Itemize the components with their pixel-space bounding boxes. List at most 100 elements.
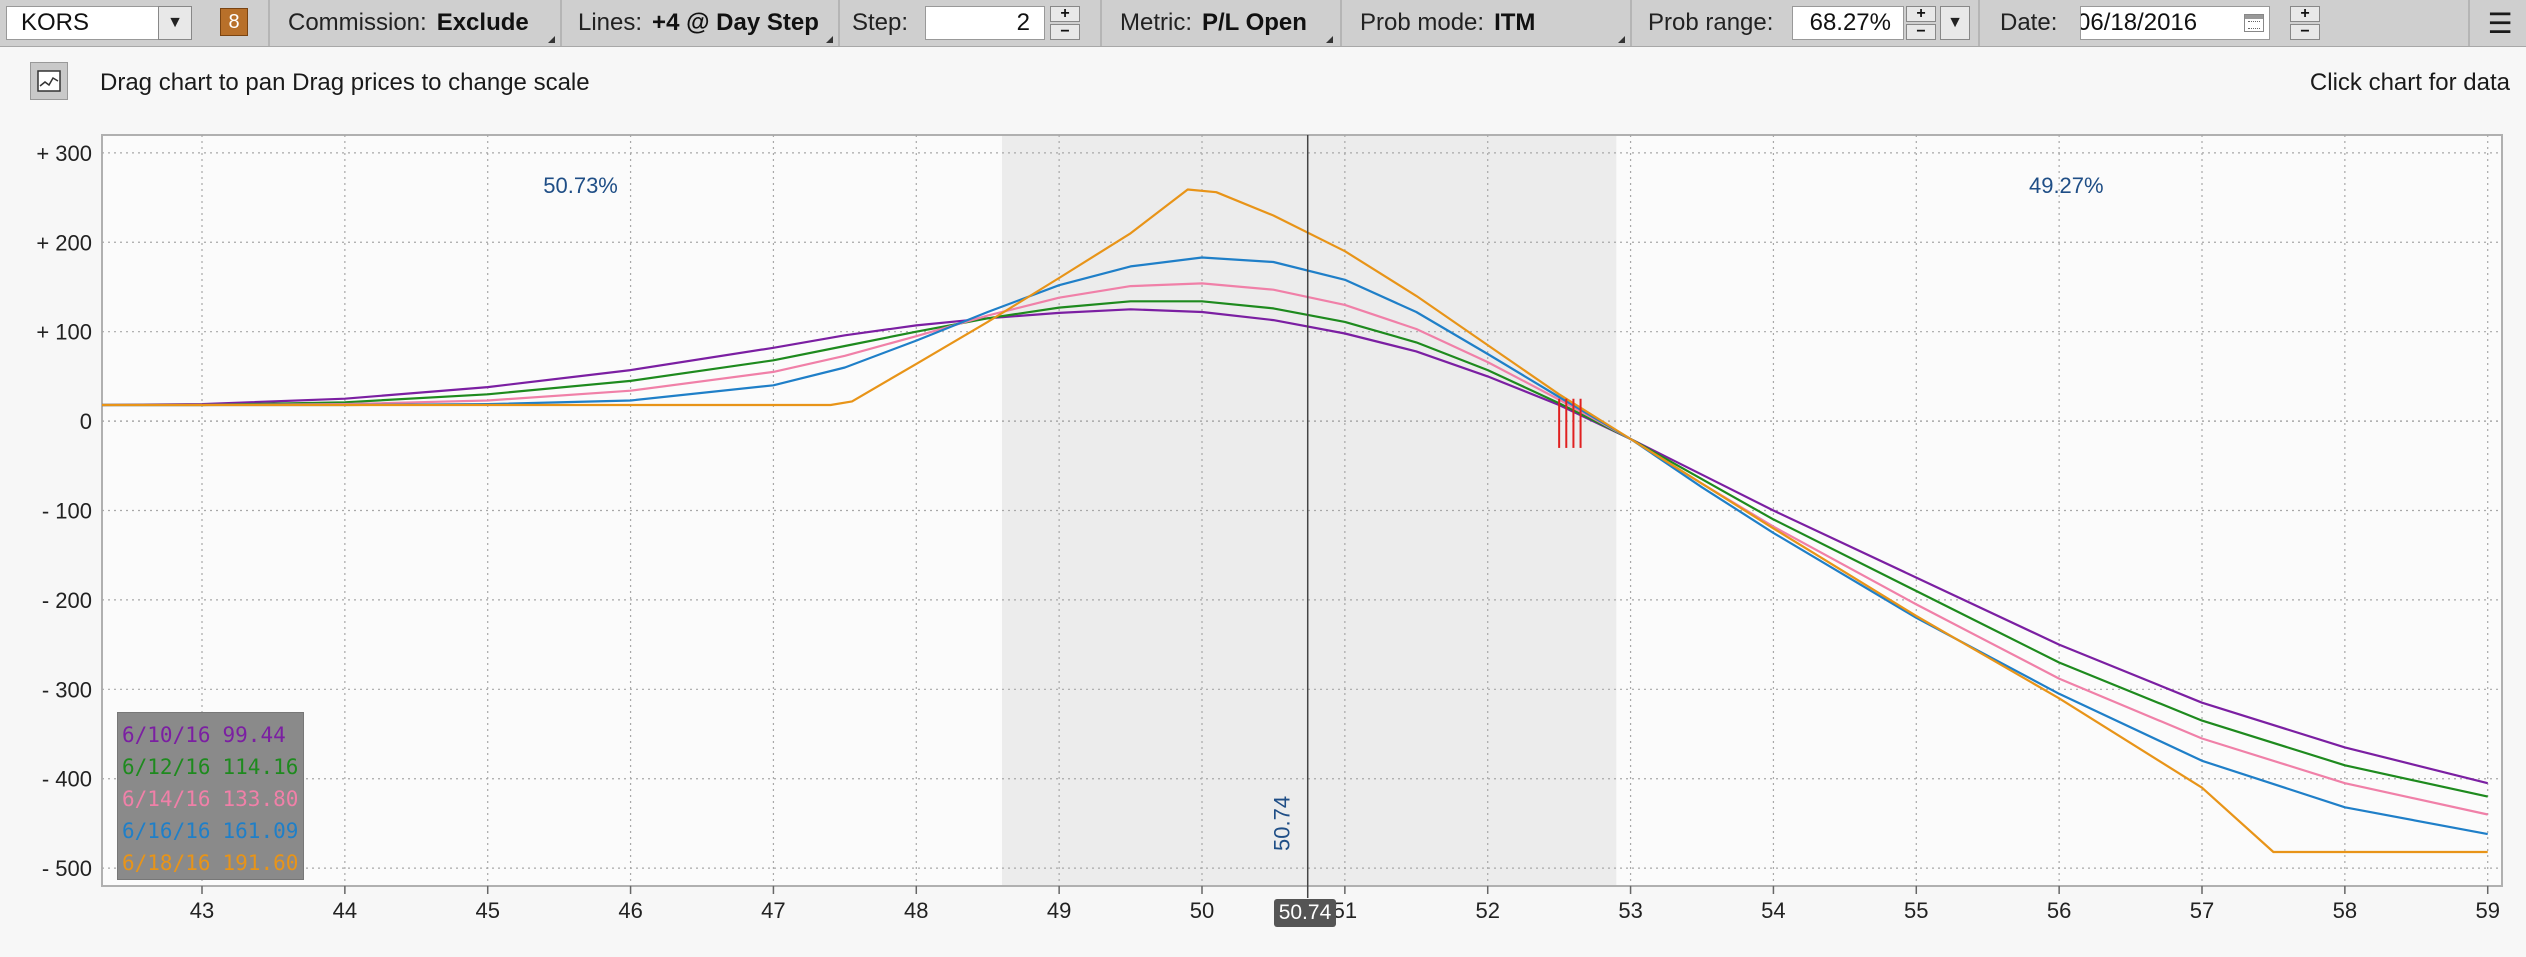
- prob-range-decrement-button[interactable]: −: [1906, 24, 1936, 40]
- commission-selector[interactable]: Commission: Exclude: [288, 0, 529, 46]
- y-tick-label: + 100: [36, 320, 92, 345]
- step-label: Step:: [852, 9, 909, 36]
- symbol-dropdown-button[interactable]: ▼: [158, 6, 192, 40]
- legend-date: 6/18/16: [122, 851, 211, 875]
- commission-value: Exclude: [436, 9, 529, 36]
- chart-canvas[interactable]: + 300 + 200 + 100 0 - 100 - 200 - 300 - 400 - 50…: [0, 127, 2526, 952]
- click-chart-hint[interactable]: Click chart for data: [2309, 69, 2510, 96]
- y-tick-label: + 200: [36, 230, 92, 255]
- toolbar-divider: [1340, 0, 1342, 46]
- legend-item: 6/14/16 133.80: [122, 783, 299, 815]
- x-tick-label: 55: [1904, 898, 1928, 923]
- current-price-marker: 50.74: [1273, 899, 1337, 927]
- x-tick-label: 59: [2475, 898, 2499, 923]
- toolbar-divider: [1100, 0, 1102, 46]
- step-increment-button[interactable]: +: [1050, 6, 1080, 22]
- y-tick-label: - 500: [42, 856, 92, 881]
- date-spinner: + −: [2290, 6, 2320, 40]
- prob-range-label: Prob range:: [1648, 9, 1774, 36]
- x-tick-label: 53: [1618, 898, 1642, 923]
- symbol-badge[interactable]: 8: [220, 8, 248, 36]
- toolbar-divider: [268, 0, 270, 46]
- prob-range-input[interactable]: 68.27%: [1792, 6, 1904, 40]
- metric-label: Metric:: [1120, 9, 1192, 36]
- x-tick-label: 49: [1047, 898, 1071, 923]
- menu-icon[interactable]: ☰: [2478, 0, 2522, 46]
- y-tick-label: - 200: [42, 588, 92, 613]
- legend-date: 6/10/16: [122, 723, 211, 747]
- x-tick-label: 46: [618, 898, 642, 923]
- chart-icon: [37, 70, 61, 92]
- y-tick-label: 0: [80, 409, 92, 434]
- date-control: Date:: [2000, 0, 2057, 46]
- toolbar-divider: [838, 0, 840, 46]
- dropdown-corner-icon: [826, 36, 833, 43]
- prob-mode-selector[interactable]: Prob mode: ITM: [1360, 0, 1535, 46]
- series-line-6-10-16: [101, 308, 2488, 785]
- info-bar: Drag chart to pan Drag prices to change …: [0, 47, 2526, 127]
- step-input[interactable]: 2: [925, 6, 1045, 40]
- risk-profile-chart[interactable]: + 300 + 200 + 100 0 - 100 - 200 - 300 - 400 - 50…: [0, 127, 2526, 952]
- prob-range-increment-button[interactable]: +: [1906, 6, 1936, 22]
- step-spinner: + −: [1050, 6, 1080, 40]
- date-decrement-button[interactable]: −: [2290, 24, 2320, 40]
- metric-selector[interactable]: Metric: P/L Open: [1120, 0, 1307, 46]
- x-tick-label: 48: [904, 898, 928, 923]
- step-decrement-button[interactable]: −: [1050, 24, 1080, 40]
- x-tick-label: 52: [1475, 898, 1499, 923]
- x-tick-label: 56: [2047, 898, 2071, 923]
- legend-value: 161.09: [222, 819, 299, 843]
- badge-count: 8: [228, 11, 240, 33]
- toolbar-divider: [1630, 0, 1632, 46]
- legend-date: 6/16/16: [122, 819, 211, 843]
- chart-instructions: Drag chart to pan Drag prices to change …: [100, 69, 590, 96]
- series-line-6-12-16: [102, 300, 2488, 798]
- series-line-6-14-16: [102, 282, 2488, 816]
- date-label: Date:: [2000, 9, 2058, 36]
- legend-item: 6/12/16 114.16: [122, 751, 299, 783]
- calendar-icon[interactable]: [2244, 14, 2264, 32]
- lines-selector[interactable]: Lines: +4 @ Day Step: [578, 0, 819, 46]
- date-increment-button[interactable]: +: [2290, 6, 2320, 22]
- legend-date: 6/14/16: [122, 787, 211, 811]
- legend-value: 133.80: [222, 787, 299, 811]
- step-control: Step:: [852, 0, 908, 46]
- toolbar-divider: [1978, 0, 1980, 46]
- lines-value: +4 @ Day Step: [652, 9, 819, 36]
- dropdown-corner-icon: [548, 36, 555, 43]
- x-tick-label: 45: [475, 898, 499, 923]
- legend-value: 99.44: [222, 723, 286, 747]
- x-tick-label: 54: [1761, 898, 1785, 923]
- metric-value: P/L Open: [1202, 9, 1307, 36]
- dropdown-corner-icon: [1618, 36, 1625, 43]
- prob-range-control: Prob range:: [1648, 0, 1773, 46]
- x-tick-label: 58: [2333, 898, 2357, 923]
- prob-range-spinner: + −: [1906, 6, 1936, 40]
- y-tick-label: - 300: [42, 677, 92, 702]
- chevron-down-icon: ▼: [167, 14, 183, 31]
- prob-range-value: 68.27%: [1809, 9, 1891, 36]
- probability-right-label: 49.27%: [2029, 173, 2104, 198]
- y-tick-label: - 100: [42, 499, 92, 524]
- toolbar: KORS ▼ 8 Commission: Exclude Lines: +4 @…: [0, 0, 2526, 47]
- x-tick-label: 43: [190, 898, 214, 923]
- date-input[interactable]: 06/18/2016: [2080, 6, 2270, 40]
- symbol-value: KORS: [21, 9, 90, 36]
- x-tick-label: 44: [333, 898, 357, 923]
- y-tick-label: - 400: [42, 767, 92, 792]
- step-value: 2: [1016, 9, 1030, 36]
- series-legend: 6/10/16 99.44 6/12/16 114.16 6/14/16 133.80 6/…: [117, 712, 304, 880]
- series-line-6-18-16: [102, 188, 2488, 854]
- series-line-6-16-16: [102, 256, 2488, 836]
- lines-label: Lines:: [578, 9, 643, 36]
- menu-glyph: ☰: [2487, 7, 2513, 39]
- chart-toggle-button[interactable]: [30, 62, 68, 100]
- legend-item: 6/18/16 191.60: [122, 847, 299, 879]
- dropdown-corner-icon: [1326, 36, 1333, 43]
- probability-left-label: 50.73%: [543, 173, 618, 198]
- legend-value: 191.60: [222, 851, 299, 875]
- prob-range-dropdown-button[interactable]: ▼: [1940, 6, 1970, 40]
- toolbar-divider: [560, 0, 562, 46]
- legend-item: 6/16/16 161.09: [122, 815, 299, 847]
- x-tick-label: 51: [1333, 898, 1357, 923]
